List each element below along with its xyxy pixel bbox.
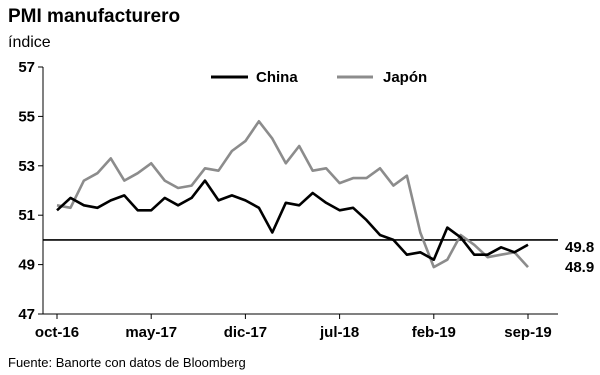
x-tick-label: sep-19 bbox=[504, 324, 552, 341]
x-tick-label: may-17 bbox=[125, 324, 177, 341]
y-tick-label: 49 bbox=[18, 257, 35, 274]
x-tick-label: feb-19 bbox=[412, 324, 456, 341]
y-tick-label: 47 bbox=[18, 306, 35, 323]
series-line-japon bbox=[56, 120, 529, 269]
y-axis-label: índice bbox=[8, 34, 51, 51]
x-tick-label: jul-18 bbox=[319, 324, 359, 341]
x-tick-label: oct-16 bbox=[35, 324, 79, 341]
series-line-china bbox=[56, 179, 529, 262]
x-tick-label: dic-17 bbox=[224, 324, 267, 341]
y-tick-label: 57 bbox=[18, 59, 35, 76]
y-tick-label: 51 bbox=[18, 207, 35, 224]
y-tick-label: 53 bbox=[18, 158, 35, 175]
source-note: Fuente: Banorte con datos de Bloomberg bbox=[8, 355, 246, 370]
legend-label-japon: Japón bbox=[383, 69, 427, 86]
chart-title: PMI manufacturero bbox=[8, 6, 181, 27]
legend-label-china: China bbox=[256, 69, 298, 86]
y-tick-label: 55 bbox=[18, 108, 35, 125]
end-label-china: 49.8 bbox=[565, 239, 594, 256]
end-label-japon: 48.9 bbox=[565, 259, 594, 276]
